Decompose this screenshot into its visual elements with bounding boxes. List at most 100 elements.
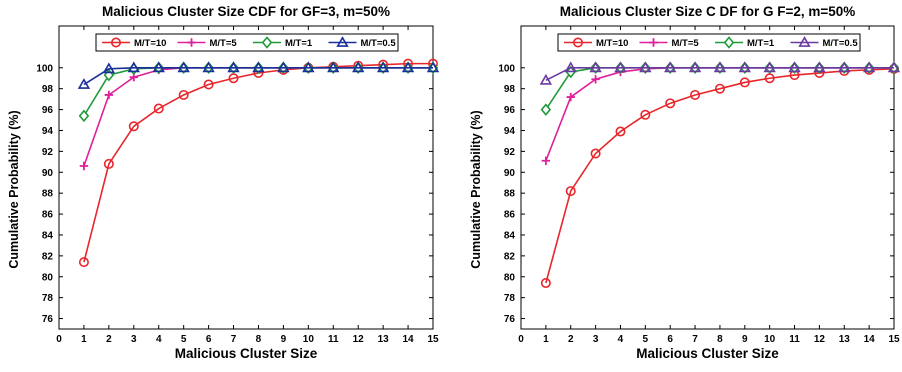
y-axis-label: Cumulative Probability (%) (469, 110, 483, 268)
data-point (591, 75, 600, 84)
data-point (539, 73, 553, 85)
data-point (77, 78, 91, 89)
x-tick-label: 9 (742, 334, 748, 345)
y-tick-label: 84 (504, 230, 516, 241)
x-tick-label: 1 (81, 334, 87, 345)
x-tick-label: 13 (378, 334, 390, 345)
plot-frame (58, 25, 434, 330)
series-line (545, 66, 894, 82)
data-point (665, 98, 676, 109)
x-tick-label: 13 (839, 334, 851, 345)
data-point (152, 61, 165, 73)
data-point (202, 61, 215, 73)
legend-label: M/T=5 (210, 38, 238, 49)
plot-frame (520, 25, 895, 330)
y-tick-label: 90 (504, 168, 516, 179)
x-tick-label: 12 (353, 334, 365, 345)
y-tick-label: 80 (504, 272, 516, 283)
y-tick-label: 92 (504, 147, 516, 158)
series-line (83, 66, 433, 117)
y-tick-label: 90 (42, 168, 54, 179)
chart-panel-2: Malicious Cluster Size C DF for G F=2, m… (469, 4, 901, 361)
x-tick-label: 1 (543, 334, 549, 345)
data-point (102, 62, 116, 74)
x-tick-label: 3 (131, 334, 137, 345)
data-point (565, 186, 576, 197)
data-point (590, 148, 601, 159)
legend-label: M/T=1 (285, 38, 313, 49)
legend-marker (336, 36, 349, 47)
data-point (327, 61, 340, 73)
x-tick-label: 14 (403, 334, 415, 345)
data-point (862, 61, 876, 73)
series-line (545, 66, 894, 162)
data-point (352, 61, 365, 73)
data-point (566, 92, 575, 102)
legend-box (95, 33, 399, 52)
data-point (664, 61, 677, 73)
x-axis-label: Malicious Cluster Size (175, 346, 318, 361)
data-point (714, 83, 725, 94)
x-tick-label: 0 (56, 334, 62, 345)
legend-label: M/T=0.5 (823, 38, 859, 49)
legend-marker (723, 36, 735, 49)
data-point (79, 161, 89, 171)
data-point (277, 61, 290, 73)
data-point (540, 103, 552, 116)
x-tick-label: 6 (206, 334, 212, 345)
x-tick-label: 4 (618, 334, 624, 345)
legend-marker (798, 36, 811, 47)
y-tick-label: 82 (504, 251, 516, 262)
x-tick-label: 8 (717, 334, 723, 345)
data-point (78, 257, 89, 268)
x-tick-label: 5 (181, 334, 187, 345)
legend-label: M/T=10 (596, 38, 628, 49)
y-tick-label: 78 (504, 293, 516, 304)
y-tick-label: 84 (42, 230, 54, 241)
legend-label: M/T=1 (747, 38, 775, 49)
data-point (401, 61, 415, 73)
data-point (376, 61, 390, 73)
y-tick-label: 96 (504, 105, 516, 116)
legend-label: M/T=5 (672, 38, 700, 49)
y-tick-label: 96 (42, 105, 54, 116)
x-tick-label: 5 (643, 334, 649, 345)
series-2 (79, 63, 438, 171)
data-point (128, 121, 139, 132)
data-point (302, 61, 315, 73)
data-point (688, 61, 702, 73)
x-tick-label: 11 (328, 334, 339, 345)
series-line (545, 68, 895, 284)
x-tick-label: 10 (303, 334, 315, 345)
data-point (615, 126, 626, 137)
data-point (713, 61, 727, 73)
x-tick-label: 10 (764, 334, 776, 345)
x-tick-label: 7 (231, 334, 237, 345)
data-point (738, 61, 751, 73)
series-line (83, 62, 433, 263)
data-point (104, 90, 114, 100)
data-point (178, 89, 189, 100)
x-tick-label: 2 (568, 334, 574, 345)
y-tick-label: 100 (498, 63, 515, 74)
y-axis-label: Cumulative Probability (%) (7, 110, 21, 268)
y-tick-label: 82 (42, 251, 54, 262)
x-tick-label: 12 (814, 334, 826, 345)
data-point (426, 61, 440, 73)
data-point (153, 103, 164, 114)
series-1 (78, 58, 438, 268)
data-point (589, 61, 602, 73)
y-tick-label: 86 (42, 210, 54, 221)
y-tick-label: 94 (42, 126, 54, 137)
data-point (887, 61, 901, 73)
y-tick-label: 88 (504, 189, 516, 200)
data-point (252, 61, 265, 73)
legend-marker (649, 38, 658, 47)
series-line (83, 66, 433, 167)
y-tick-label: 92 (42, 147, 54, 158)
data-point (838, 61, 851, 73)
y-tick-label: 94 (504, 126, 516, 137)
x-tick-label: 14 (864, 334, 876, 345)
y-tick-label: 88 (42, 189, 54, 200)
series-4 (539, 61, 901, 85)
